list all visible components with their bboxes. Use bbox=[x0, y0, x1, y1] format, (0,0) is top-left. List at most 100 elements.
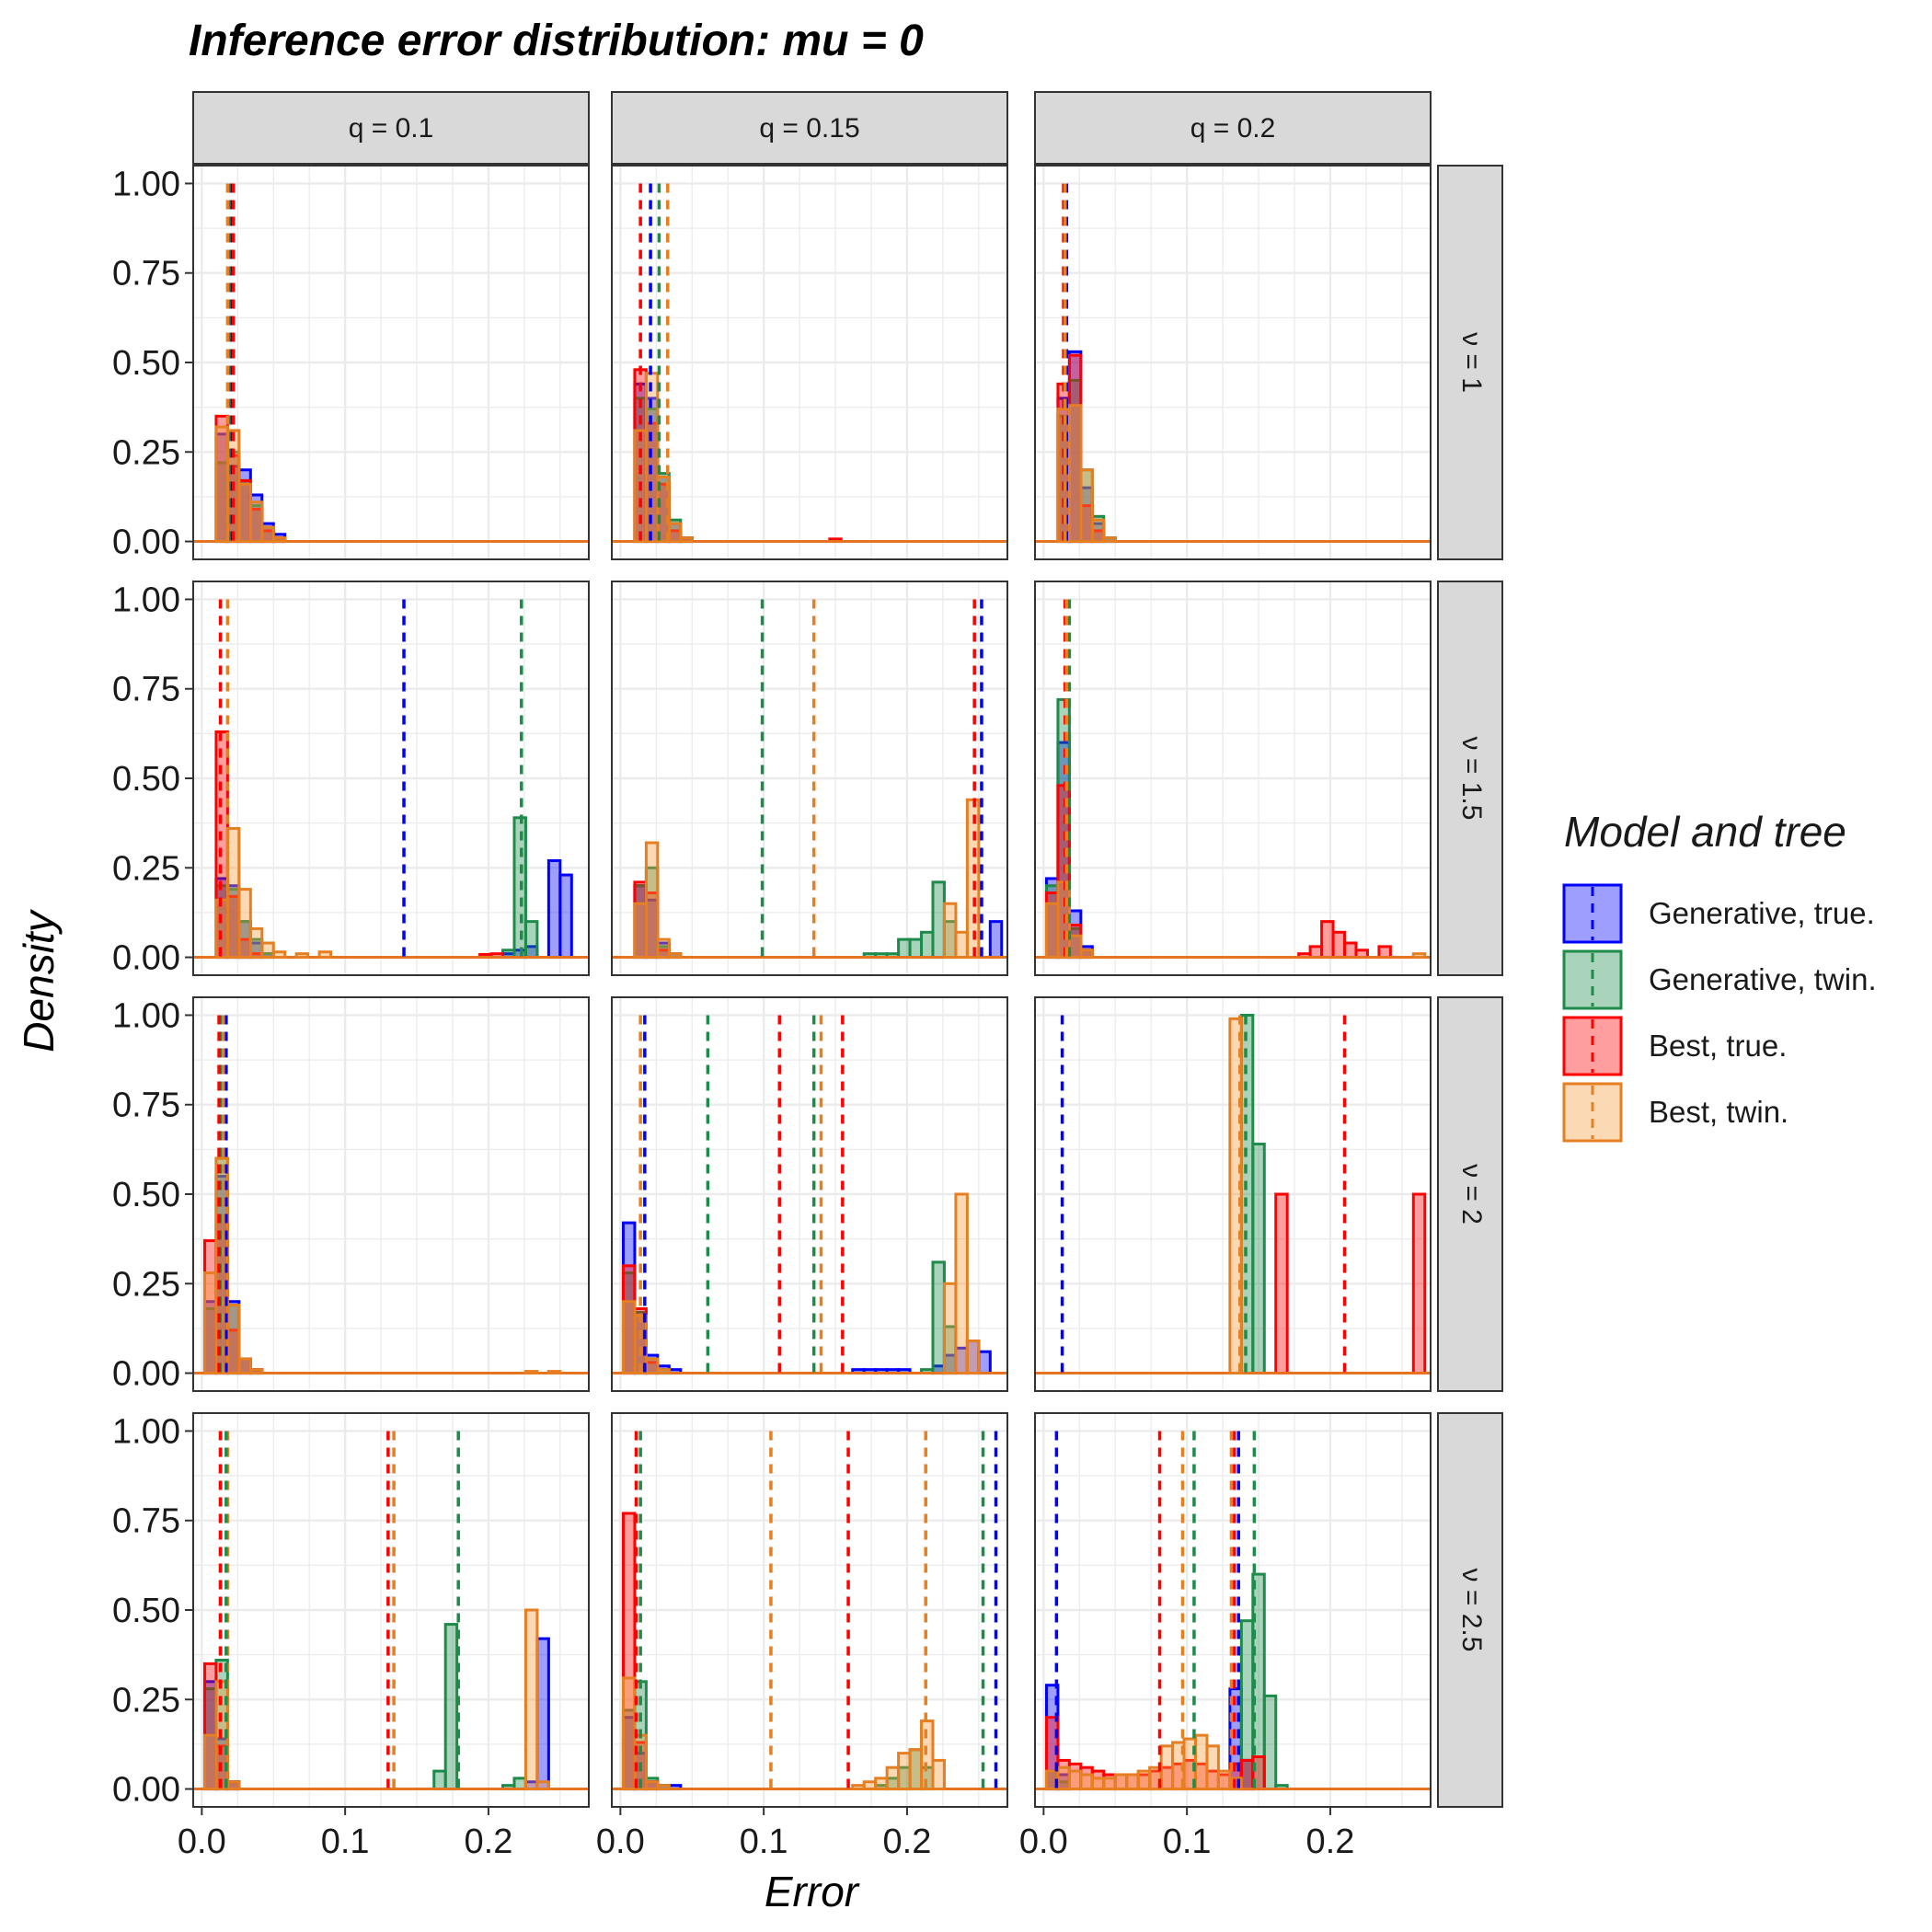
legend-label: Best, true. bbox=[1649, 1029, 1787, 1063]
y-tick-label: 1.00 bbox=[112, 581, 180, 619]
legend-label: Best, twin. bbox=[1649, 1095, 1788, 1129]
panel-border bbox=[1034, 581, 1432, 976]
histogram-bar-best_twin bbox=[535, 1780, 550, 1791]
histogram-bar-best_twin bbox=[931, 1758, 946, 1791]
y-tick-label: 0.75 bbox=[112, 671, 180, 709]
x-tick-label: 0.0 bbox=[1019, 1823, 1068, 1861]
histogram-bar-best_twin bbox=[897, 1752, 912, 1791]
y-tick-label: 0.25 bbox=[112, 433, 180, 472]
panel-grid bbox=[1035, 997, 1431, 1391]
histogram-bar-best_twin bbox=[942, 1282, 958, 1375]
x-tick-label: 0.1 bbox=[1163, 1823, 1212, 1861]
y-tick-label: 1.00 bbox=[112, 1412, 180, 1451]
histogram-bar-best_twin bbox=[851, 1784, 866, 1791]
column-strip-label: q = 0.15 bbox=[759, 113, 859, 144]
histogram-bar-gen_twin bbox=[931, 1260, 946, 1375]
histogram-bar-best_twin bbox=[225, 826, 241, 960]
histogram-bar-best_twin bbox=[237, 482, 252, 544]
panel-border bbox=[192, 165, 590, 560]
histogram-bar-gen_twin bbox=[523, 920, 539, 960]
y-tick-label: 0.50 bbox=[112, 1176, 180, 1214]
histogram-bar-best_twin bbox=[237, 1357, 252, 1375]
histogram-bar-best_twin bbox=[225, 1304, 241, 1375]
y-tick-label: 0.25 bbox=[112, 849, 180, 888]
histogram-bar-best_true bbox=[1377, 945, 1392, 960]
y-tick-label: 0.50 bbox=[112, 760, 180, 799]
row-strip-label: ν = 2.5 bbox=[1456, 1569, 1487, 1652]
panel-border bbox=[192, 1412, 590, 1808]
panel-grid bbox=[1035, 581, 1431, 975]
row-strip bbox=[1437, 1412, 1503, 1808]
x-axis-title: Error bbox=[765, 1868, 860, 1915]
x-tick-label: 0.2 bbox=[465, 1823, 513, 1861]
histogram-bar-best_twin bbox=[1216, 1769, 1232, 1791]
y-tick-label: 0.50 bbox=[112, 344, 180, 383]
legend-item: Best, true. bbox=[1562, 1016, 1787, 1076]
y-tick-label: 0.00 bbox=[112, 523, 180, 562]
panel-border bbox=[192, 996, 590, 1392]
column-strip-label: q = 0.2 bbox=[1190, 113, 1276, 144]
histogram-bar-best_true bbox=[1239, 1758, 1255, 1791]
column-strip bbox=[611, 91, 1008, 165]
panel-border bbox=[1034, 1412, 1432, 1808]
facet-panels: q = 0.1 q = 0.15 q = 0.2 ν = 1 ν = 1.5 ν = 2 ν… bbox=[112, 91, 1503, 1861]
y-tick-label: 0.50 bbox=[112, 1592, 180, 1630]
histogram-bar-best_twin bbox=[874, 1777, 889, 1791]
chart-title: Inference error distribution: mu = 0 bbox=[189, 17, 924, 65]
histogram-bar-gen_twin bbox=[443, 1623, 459, 1791]
histogram-bar-best_twin bbox=[1102, 1777, 1117, 1791]
histogram-bar-best_twin bbox=[679, 536, 694, 544]
panel-border bbox=[192, 581, 590, 976]
histogram-bar-best_twin bbox=[1411, 952, 1427, 960]
y-tick-label: 0.75 bbox=[112, 255, 180, 293]
legend-item: Best, twin. bbox=[1562, 1082, 1788, 1143]
histogram-bar-best_twin bbox=[248, 926, 264, 960]
histogram-bar-best_twin bbox=[1205, 1744, 1220, 1791]
histogram-bar-gen_twin bbox=[908, 937, 924, 960]
x-tick-label: 0.1 bbox=[321, 1823, 370, 1861]
histogram-bar-gen_true bbox=[977, 1350, 992, 1375]
histogram-bar-best_twin bbox=[942, 902, 958, 960]
histogram-bar-best_twin bbox=[1136, 1769, 1152, 1791]
histogram-bar-best_twin bbox=[260, 941, 275, 960]
histogram-bar-best_twin bbox=[885, 1765, 901, 1791]
histogram-bar-best_twin bbox=[237, 888, 252, 960]
facet-panel bbox=[192, 1412, 590, 1808]
histogram-bar-best_twin bbox=[1067, 1769, 1083, 1791]
histogram-bar-best_twin bbox=[202, 1271, 218, 1375]
histogram-bar-best_twin bbox=[954, 930, 969, 960]
row-strip-label: ν = 2 bbox=[1456, 1164, 1487, 1225]
facet-panel bbox=[1034, 1412, 1432, 1808]
histogram-bar-best_twin bbox=[1056, 1765, 1071, 1791]
facet-panel bbox=[1034, 165, 1432, 560]
histogram-bar-gen_twin bbox=[897, 937, 912, 960]
y-tick-label: 0.25 bbox=[112, 1265, 180, 1304]
y-axis-title: Density bbox=[15, 908, 63, 1052]
row-strip-label: ν = 1 bbox=[1456, 332, 1487, 393]
histogram-bar-best_twin bbox=[656, 937, 671, 960]
panel-grid bbox=[193, 166, 589, 559]
y-tick-label: 1.00 bbox=[112, 165, 180, 203]
histogram-bar-best_twin bbox=[1090, 1777, 1106, 1791]
histogram-bar-gen_twin bbox=[512, 1777, 527, 1791]
facet-panel bbox=[192, 165, 590, 560]
histogram-bar-best_twin bbox=[225, 1780, 241, 1791]
histogram-bar-gen_twin bbox=[432, 1769, 447, 1791]
column-strip bbox=[192, 91, 590, 165]
histogram-bar-best_twin bbox=[1067, 934, 1083, 960]
x-tick-label: 0.2 bbox=[1306, 1823, 1355, 1861]
histogram-bar-best_twin bbox=[1159, 1744, 1175, 1791]
row-strip-label: ν = 1.5 bbox=[1456, 737, 1487, 821]
row-strip bbox=[1437, 581, 1503, 976]
panel-border bbox=[611, 1412, 1008, 1808]
histogram-bar-gen_true bbox=[535, 1637, 550, 1791]
histogram-bar-best_twin bbox=[908, 1748, 924, 1791]
histogram-bar-best_twin bbox=[1102, 536, 1117, 544]
facet-panel bbox=[1034, 996, 1432, 1392]
histogram-bar-best_twin bbox=[621, 1676, 637, 1791]
histogram-bar-best_twin bbox=[546, 1370, 562, 1375]
histogram-bar-best_twin bbox=[260, 525, 275, 544]
histogram-bar-best_true bbox=[1411, 1192, 1427, 1375]
histogram-bar-best_twin bbox=[1079, 468, 1094, 544]
histogram-bar-best_twin bbox=[248, 500, 264, 544]
